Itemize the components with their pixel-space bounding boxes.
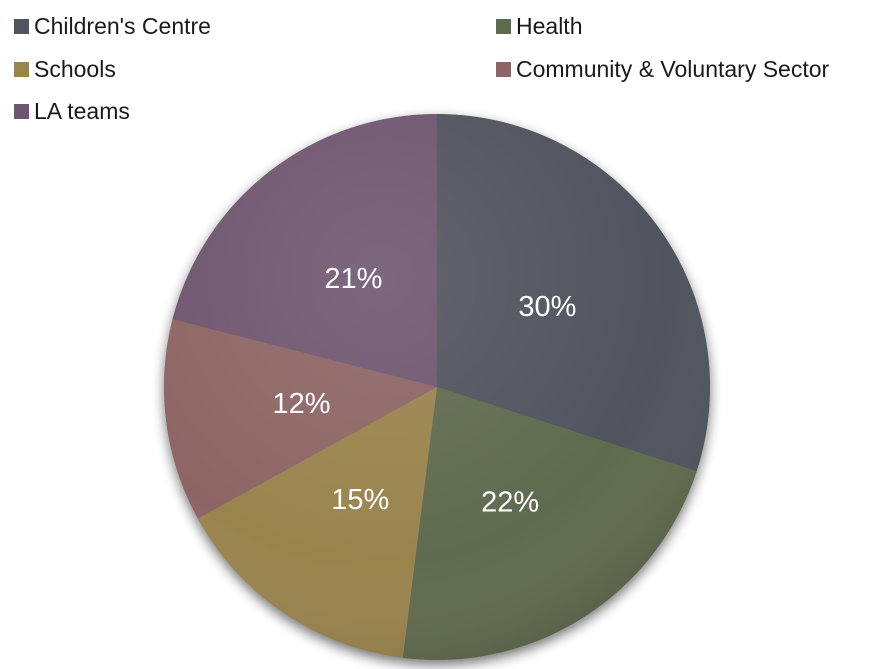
legend-label-health: Health (516, 12, 583, 39)
pie-sheen-overlay (164, 114, 710, 660)
slice-label-childrens-centre: 30% (518, 291, 576, 323)
legend-swatch-childrens-centre (14, 18, 29, 34)
legend-item-childrens-centre: Children's Centre (14, 11, 211, 41)
legend-item-schools: Schools (14, 54, 116, 84)
legend-swatch-schools (14, 61, 29, 77)
chart-legend: Children's Centre Health Schools Communi… (0, 0, 880, 130)
slice-label-community-voluntary-sector: 12% (273, 388, 331, 420)
legend-swatch-health (496, 18, 511, 34)
legend-label-la-teams: LA teams (34, 97, 130, 124)
legend-swatch-community-voluntary-sector (496, 61, 511, 77)
legend-item-la-teams: LA teams (14, 96, 130, 126)
legend-item-community-voluntary-sector: Community & Voluntary Sector (496, 54, 829, 84)
pie-slices (164, 114, 710, 660)
legend-label-community-voluntary-sector: Community & Voluntary Sector (516, 55, 830, 82)
legend-item-health: Health (496, 11, 582, 41)
slice-label-schools: 15% (331, 484, 389, 516)
legend-label-schools: Schools (34, 55, 116, 82)
slice-label-health: 22% (481, 486, 539, 518)
pie-labels: 30% 22% 15% 12% 21% (273, 263, 577, 518)
legend-label-childrens-centre: Children's Centre (34, 12, 211, 39)
slice-label-la-teams: 21% (324, 263, 382, 295)
legend-swatch-la-teams (14, 103, 29, 119)
